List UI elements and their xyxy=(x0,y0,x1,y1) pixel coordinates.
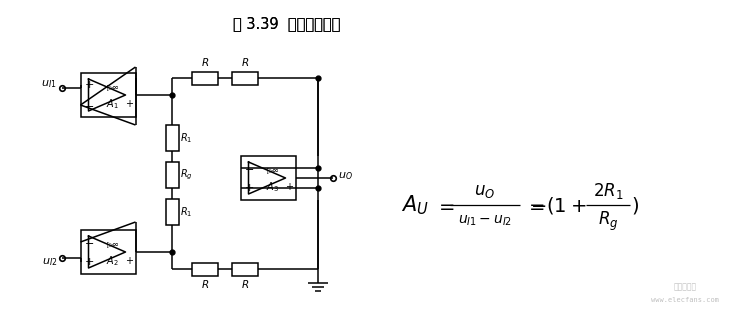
Text: $-$: $-$ xyxy=(245,163,254,173)
Text: $A_3$: $A_3$ xyxy=(266,180,279,194)
Bar xyxy=(232,72,258,84)
Text: $u_O$: $u_O$ xyxy=(338,170,353,182)
Bar xyxy=(165,199,178,225)
Bar xyxy=(232,263,258,276)
Text: +: + xyxy=(125,99,134,109)
Text: $u_O$: $u_O$ xyxy=(474,182,495,200)
Text: $=$: $=$ xyxy=(435,196,455,215)
Bar xyxy=(165,125,178,151)
Text: $R_1$: $R_1$ xyxy=(180,131,193,145)
Text: $A_1$: $A_1$ xyxy=(106,97,119,111)
Text: $R_g$: $R_g$ xyxy=(180,168,193,182)
Text: $R$: $R$ xyxy=(241,57,249,69)
Text: $A_2$: $A_2$ xyxy=(106,254,119,268)
Text: $u_{I2}$: $u_{I2}$ xyxy=(42,256,57,268)
Text: 图 3.39  仪用放大电路: 图 3.39 仪用放大电路 xyxy=(233,16,341,31)
Text: 图 3.39  仪用放大电路: 图 3.39 仪用放大电路 xyxy=(233,16,341,31)
Text: $R$: $R$ xyxy=(241,279,249,291)
Text: $)$: $)$ xyxy=(631,194,639,215)
Text: $-$: $-$ xyxy=(85,237,94,247)
Text: $-$: $-$ xyxy=(85,100,94,110)
Bar xyxy=(241,156,295,200)
Text: $R$: $R$ xyxy=(201,279,209,291)
Text: $u_{I1}-u_{I2}$: $u_{I1}-u_{I2}$ xyxy=(458,214,512,228)
Text: $-(1+$: $-(1+$ xyxy=(530,194,587,215)
Bar xyxy=(192,263,218,276)
Text: +: + xyxy=(285,182,294,192)
Text: $A_U$: $A_U$ xyxy=(401,193,429,217)
Text: +: + xyxy=(125,256,134,266)
Text: $\triangleright\!\infty$: $\triangleright\!\infty$ xyxy=(106,240,119,251)
Text: +: + xyxy=(85,80,94,90)
Text: 电子发烧友: 电子发烧友 xyxy=(673,282,697,292)
Text: $\triangleright\!\infty$: $\triangleright\!\infty$ xyxy=(106,83,119,94)
Bar xyxy=(81,230,135,274)
Text: $u_{I1}$: $u_{I1}$ xyxy=(42,78,57,90)
Text: $\triangleright\!\infty$: $\triangleright\!\infty$ xyxy=(267,165,279,176)
Bar xyxy=(81,73,135,117)
Text: $=$: $=$ xyxy=(525,196,545,215)
Text: $R$: $R$ xyxy=(201,57,209,69)
Text: $2R_1$: $2R_1$ xyxy=(593,181,623,201)
Text: +: + xyxy=(85,257,94,267)
Text: $R_g$: $R_g$ xyxy=(598,209,618,233)
Bar xyxy=(165,162,178,188)
Text: $R_1$: $R_1$ xyxy=(180,205,193,219)
Text: +: + xyxy=(245,183,254,193)
Bar xyxy=(192,72,218,84)
Text: www.elecfans.com: www.elecfans.com xyxy=(651,297,719,303)
